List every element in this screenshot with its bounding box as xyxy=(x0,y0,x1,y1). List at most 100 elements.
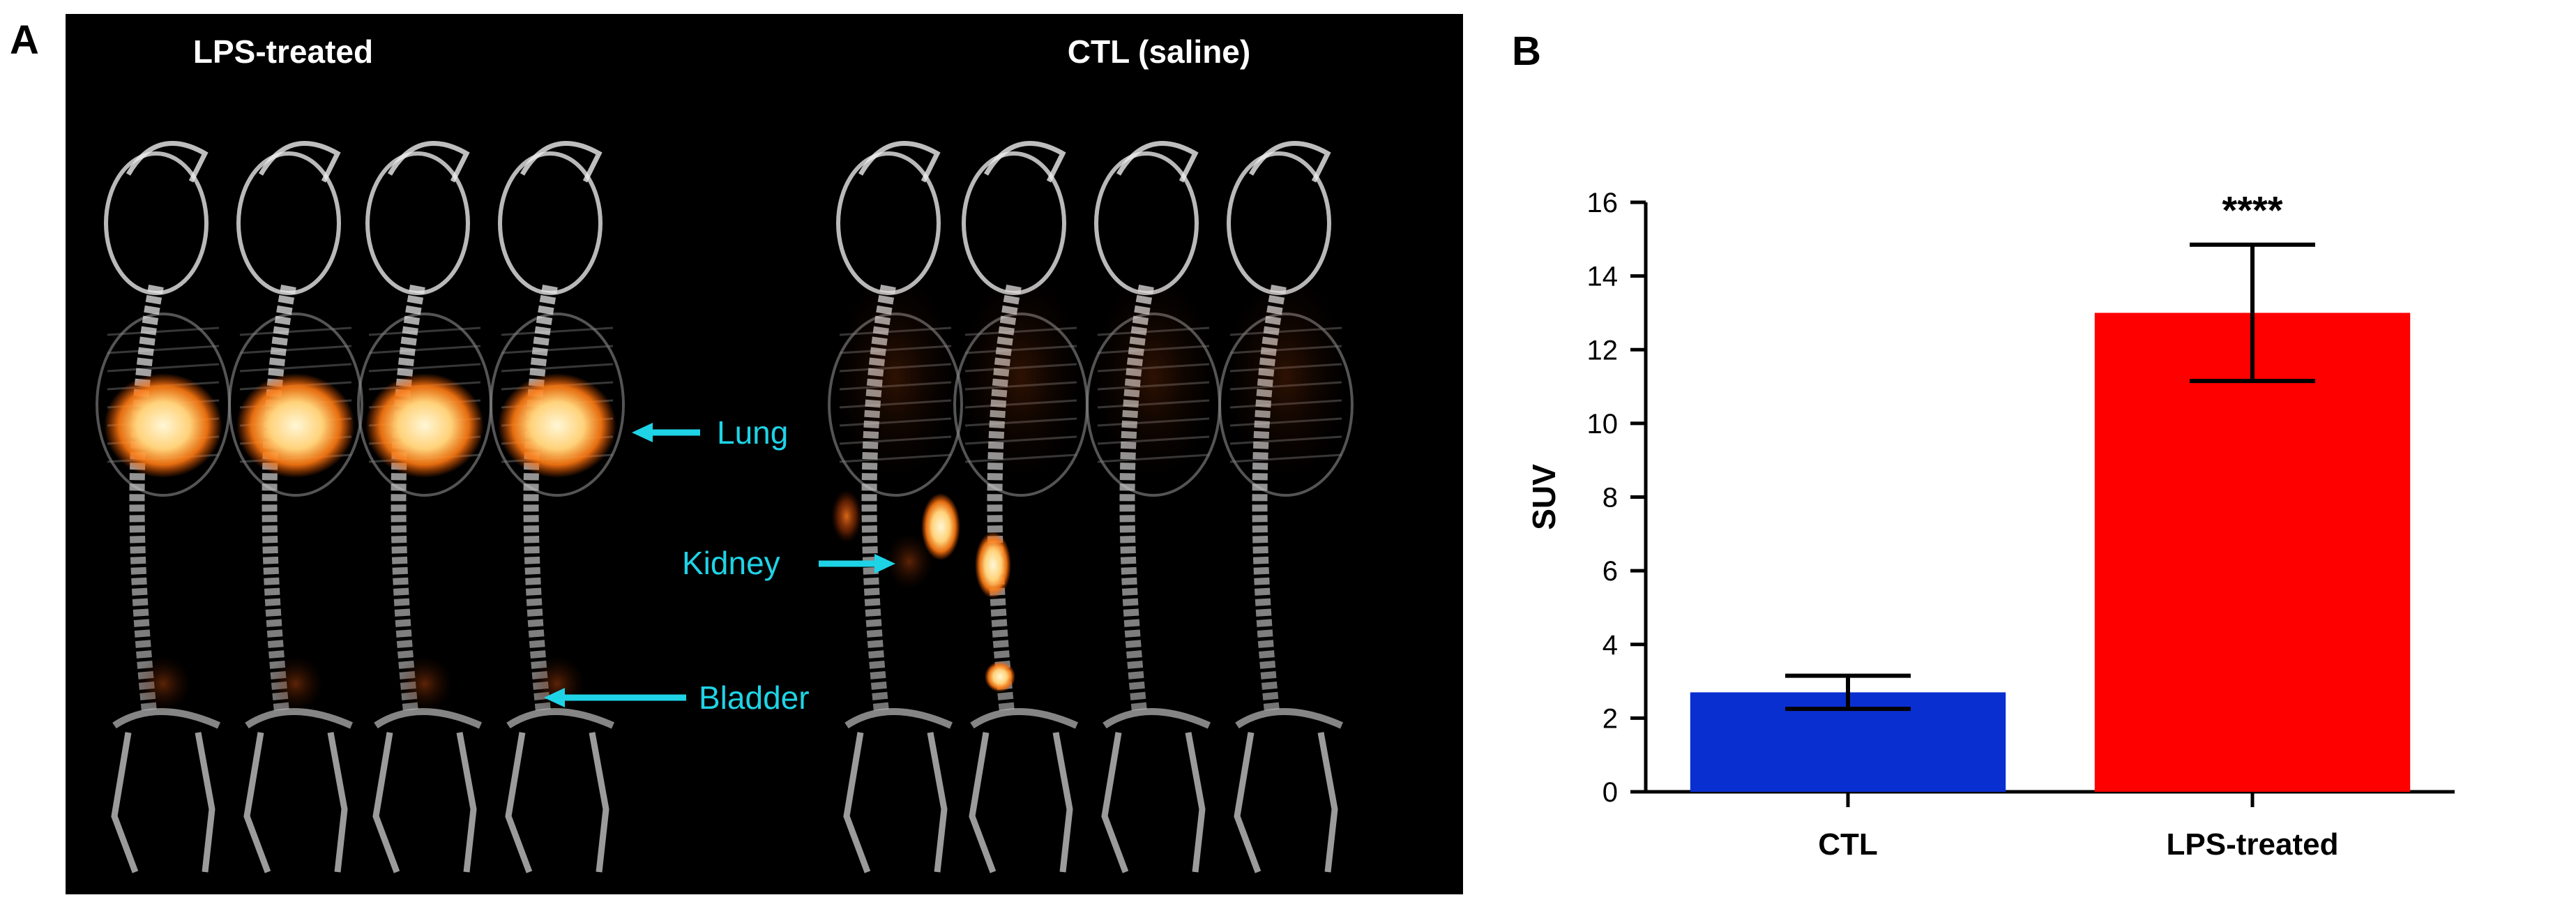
mouse-ribcage xyxy=(490,313,625,497)
ctl-mouse-4 xyxy=(1218,141,1354,873)
kidney-annotation: Kidney xyxy=(682,545,895,581)
mouse-pelvis xyxy=(112,708,221,729)
mouse-forelimb xyxy=(126,141,209,183)
lung-uptake xyxy=(236,373,355,478)
background-uptake xyxy=(1223,272,1349,481)
mouse-hindlimb xyxy=(589,732,609,873)
lung-uptake xyxy=(498,373,616,478)
lps-mouse-4 xyxy=(490,141,625,873)
bladder-arrow-head xyxy=(544,688,565,707)
mouse-spine xyxy=(987,284,1022,713)
bar-lps-treated xyxy=(2094,313,2411,792)
mouse-pelvis xyxy=(245,708,354,729)
bladder-uptake xyxy=(135,656,191,712)
bladder-uptake xyxy=(985,661,1015,692)
y-tick-label: 4 xyxy=(1603,630,1618,661)
panel-a-letter: A xyxy=(10,17,39,63)
kidney-uptake xyxy=(975,532,1011,599)
ctl-mouse-2 xyxy=(921,141,1089,873)
kidney-uptake xyxy=(831,490,862,543)
mouse-hindlimb xyxy=(1317,732,1338,873)
mouse-hindlimb xyxy=(927,732,948,873)
mouse-spine xyxy=(861,284,896,713)
background-uptake xyxy=(958,272,1084,481)
panel-b-letter: B xyxy=(1512,29,1541,74)
mouse-hindlimb xyxy=(1101,732,1129,873)
mouse-forelimb xyxy=(258,141,341,183)
lung-annotation: Lung xyxy=(632,414,788,451)
y-tick-label: 16 xyxy=(1587,188,1619,218)
mouse-rib xyxy=(368,345,481,354)
y-tick-label: 0 xyxy=(1603,777,1618,808)
mouse-hindlimb xyxy=(243,732,271,873)
mouse-forelimb xyxy=(1116,141,1199,183)
mouse-rib xyxy=(107,345,220,354)
kidney-arrow-head xyxy=(874,554,895,573)
y-tick-label: 8 xyxy=(1603,483,1618,513)
y-tick-label: 6 xyxy=(1603,556,1618,587)
mouse-pelvis xyxy=(374,708,483,729)
lps-mouse-3 xyxy=(357,141,492,873)
kidney-uptake xyxy=(921,493,960,560)
lps-mouse-1 xyxy=(96,141,231,873)
mouse-spine xyxy=(129,284,164,713)
y-tick-label: 2 xyxy=(1603,703,1618,734)
mouse-spine xyxy=(1119,284,1154,713)
background-uptake xyxy=(833,272,958,481)
mouse-hindlimb xyxy=(456,732,477,873)
mouse-rib xyxy=(239,363,352,373)
mouse-hindlimb xyxy=(969,732,997,873)
lung-label: Lung xyxy=(717,414,788,451)
mouse-forelimb xyxy=(983,141,1066,183)
pet-ct-mouse-scans: LPS-treated CTL (saline) Lung Kidney Bla… xyxy=(66,14,1463,894)
bladder-uptake xyxy=(268,656,324,712)
lps-mouse-2 xyxy=(228,141,363,873)
mouse-pelvis xyxy=(506,708,615,729)
y-axis-label: SUV xyxy=(1526,464,1562,530)
significance-marker: **** xyxy=(2222,188,2282,232)
x-tick-label: CTL xyxy=(1818,827,1878,862)
mouse-hindlimb xyxy=(111,732,139,873)
mouse-hindlimb xyxy=(195,732,215,873)
x-tick-label: LPS-treated xyxy=(2167,827,2339,862)
mouse-rib xyxy=(501,345,614,354)
mouse-pelvis xyxy=(970,708,1079,729)
mouse-ribcage xyxy=(228,313,363,497)
bladder-uptake xyxy=(397,656,453,712)
mouse-hindlimb xyxy=(1052,732,1073,873)
chart-bars: **** xyxy=(1690,188,2411,792)
mouse-rib xyxy=(368,326,481,336)
mouse-forelimb xyxy=(387,141,470,183)
group-label-ctl: CTL (saline) xyxy=(1068,33,1250,70)
mouse-rib xyxy=(368,363,481,373)
mouse-hindlimb xyxy=(843,732,871,873)
pet-ct-image-panel: LPS-treated CTL (saline) Lung Kidney Bla… xyxy=(66,14,1463,894)
mouse-rib xyxy=(501,326,614,336)
ctl-mouse-3 xyxy=(1086,141,1221,873)
mouse-spine xyxy=(391,284,425,713)
group-label-lps: LPS-treated xyxy=(193,33,373,70)
lung-uptake xyxy=(104,373,222,478)
mouse-pelvis xyxy=(1103,708,1211,729)
y-tick-label: 10 xyxy=(1587,409,1619,440)
mouse-pelvis xyxy=(844,708,953,729)
mouse-spine xyxy=(262,284,296,713)
ctl-mouse-1 xyxy=(828,141,963,873)
mouse-hindlimb xyxy=(372,732,400,873)
kidney-uptake xyxy=(886,534,933,589)
mouse-forelimb xyxy=(520,141,603,183)
background-uptake xyxy=(1091,272,1216,481)
y-tick-label: 14 xyxy=(1587,262,1619,292)
mouse-hindlimb xyxy=(1234,732,1262,873)
mouse-hindlimb xyxy=(1185,732,1206,873)
lung-arrow-head xyxy=(632,423,653,442)
mouse-spine xyxy=(1252,284,1287,713)
mouse-rib xyxy=(239,326,352,336)
mouse-pelvis xyxy=(1235,708,1344,729)
suv-bar-chart: 0 2 4 6 8 10 12 14 16 CTL LPS-treated **** SUV xyxy=(1526,188,2455,862)
mouse-forelimb xyxy=(1248,141,1331,183)
bladder-annotation: Bladder xyxy=(544,679,810,716)
mouse-hindlimb xyxy=(327,732,348,873)
mouse-rib xyxy=(239,345,352,354)
mouse-forelimb xyxy=(858,141,941,183)
